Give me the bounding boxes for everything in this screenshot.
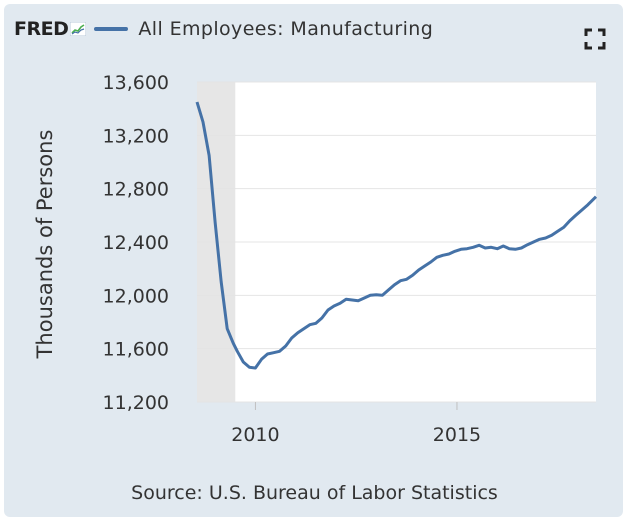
fred-logo-mark-icon [70, 22, 87, 36]
y-tick-label: 12,800 [103, 179, 169, 201]
legend-swatch [94, 27, 129, 31]
source-note: Source: U.S. Bureau of Labor Statistics [131, 482, 498, 504]
x-tick-label: 2015 [433, 424, 481, 446]
chart-header: FRED All Employees: Manufacturing [14, 18, 433, 40]
y-axis-title: Thousands of Persons [33, 130, 57, 360]
x-axis: 2010 2015 [231, 402, 481, 446]
y-tick-label: 12,400 [103, 232, 169, 254]
y-tick-label: 13,200 [103, 125, 169, 147]
legend-series-title[interactable]: All Employees: Manufacturing [138, 18, 434, 40]
y-tick-label: 11,600 [103, 339, 169, 361]
fullscreen-icon[interactable] [583, 27, 607, 51]
y-tick-label: 13,600 [103, 72, 169, 94]
gridlines [197, 81, 596, 403]
x-tick-label: 2010 [231, 424, 279, 446]
y-tick-label: 11,200 [103, 392, 169, 414]
series-line[interactable] [195, 101, 598, 370]
y-tick-label: 12,000 [103, 285, 169, 307]
fred-logo[interactable]: FRED [14, 18, 69, 40]
y-axis: 11,200 11,600 12,000 12,400 12,800 13,200 13,6… [103, 72, 169, 414]
